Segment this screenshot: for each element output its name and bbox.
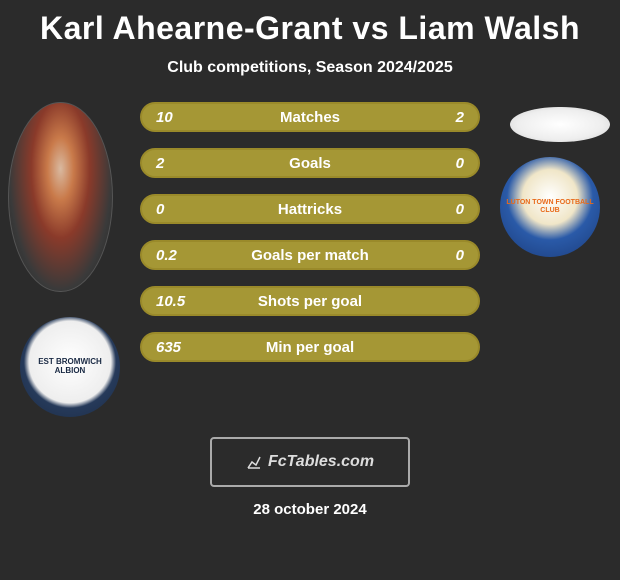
stat-right-value: 2 [456, 109, 464, 126]
stats-bars: 10 Matches 2 2 Goals 0 0 Hattricks 0 0.2… [140, 102, 480, 378]
stat-row: 10 Matches 2 [140, 102, 480, 132]
stat-row: 635 Min per goal [140, 332, 480, 362]
stat-row: 2 Goals 0 [140, 148, 480, 178]
player-right-avatar [510, 107, 610, 142]
page-title: Karl Ahearne-Grant vs Liam Walsh [0, 0, 620, 47]
stat-right-value: 0 [456, 247, 464, 264]
stat-left-value: 10.5 [156, 293, 185, 310]
stat-label: Hattricks [142, 201, 478, 218]
stat-left-value: 2 [156, 155, 164, 172]
stat-left-value: 0.2 [156, 247, 177, 264]
stat-left-value: 635 [156, 339, 181, 356]
stat-label: Min per goal [142, 339, 478, 356]
stat-row: 0.2 Goals per match 0 [140, 240, 480, 270]
stat-row: 10.5 Shots per goal [140, 286, 480, 316]
page-subtitle: Club competitions, Season 2024/2025 [0, 59, 620, 77]
club-left-label: EST BROMWICH ALBION [35, 358, 105, 376]
stat-label: Matches [142, 109, 478, 126]
player-right-club-badge: LUTON TOWN FOOTBALL CLUB [500, 157, 600, 257]
stat-label: Goals per match [142, 247, 478, 264]
stat-right-value: 0 [456, 201, 464, 218]
stat-left-value: 0 [156, 201, 164, 218]
player-left-avatar [8, 102, 113, 292]
chart-icon [246, 454, 262, 470]
stat-row: 0 Hattricks 0 [140, 194, 480, 224]
club-right-label: LUTON TOWN FOOTBALL CLUB [500, 199, 600, 214]
stat-label: Goals [142, 155, 478, 172]
player-left-club-badge: EST BROMWICH ALBION [20, 317, 120, 417]
date-text: 28 october 2024 [0, 501, 620, 518]
stat-left-value: 10 [156, 109, 173, 126]
stat-right-value: 0 [456, 155, 464, 172]
branding-box: FcTables.com [210, 437, 410, 487]
branding-text: FcTables.com [268, 453, 374, 471]
comparison-panel: EST BROMWICH ALBION LUTON TOWN FOOTBALL … [0, 102, 620, 412]
stat-label: Shots per goal [142, 293, 478, 310]
